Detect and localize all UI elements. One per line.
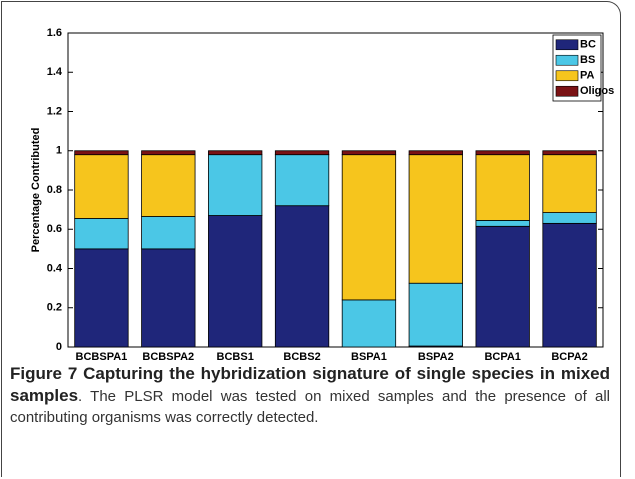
y-tick-label: 1 [56,145,62,157]
legend-swatch [555,70,579,82]
y-tick-label: 0.2 [47,302,62,314]
bar-segment [74,218,129,250]
y-axis-label: Percentage Contributed [30,128,42,253]
y-tick-label: 1.6 [47,27,62,39]
bar-segment [208,150,263,156]
bar-segment [341,154,397,301]
legend-swatch [555,39,579,51]
bar-segment [208,215,263,348]
bar-segment [74,150,129,156]
bar-segment [475,225,530,348]
bar-segment [341,150,397,156]
x-tick-label: BCBS1 [217,351,254,360]
x-tick-label: BCBSPA2 [142,351,194,360]
legend-label: BC [580,39,596,51]
y-tick-label: 1.4 [47,66,63,78]
bar-segment [74,154,129,219]
y-tick-label: 0.4 [47,262,63,274]
x-tick-label: BCPA1 [484,351,520,360]
legend-swatch [555,85,579,97]
y-tick-label: 1.2 [47,105,62,117]
x-tick-label: BSPA2 [418,351,454,360]
bar-segment [74,248,129,348]
y-tick-label: 0.8 [47,184,62,196]
bar-segment [475,150,530,156]
x-tick-label: BSPA1 [351,351,387,360]
bar-segment [475,154,530,221]
x-tick-label: BCPA2 [551,351,587,360]
bar-segment [542,154,597,213]
x-tick-label: BCBSPA1 [76,351,128,360]
chart: Percentage Contributed 0 0.2 0.4 0.6 0.8 1 1.2… [30,27,614,360]
bar-segment [208,154,263,216]
y-tick-label: 0 [56,341,62,353]
legend-label: PA [580,70,595,82]
caption-text: . The PLSR model was tested on mixed sam… [10,388,610,426]
caption-title: Figure 7 Capturing the hybridization sig… [10,364,610,405]
y-tick-label: 0.6 [47,223,62,235]
bar-segment [542,212,597,224]
bar-segment [141,154,196,217]
bar-segment [341,299,397,348]
legend-label: BS [580,54,595,66]
bar-segment [475,220,530,227]
caption: Figure 7 Capturing the hybridization sig… [10,363,610,428]
bar-segment [408,154,463,284]
bar-segment [542,150,597,156]
frame [1,1,621,477]
bar-segment [141,216,196,250]
x-tick-label: BCBS2 [283,351,320,360]
bar-segment [274,154,330,207]
legend-label: Oligos [580,85,614,97]
bar-segment [274,205,330,348]
bar-segment [141,248,196,348]
bar-segment [141,150,196,156]
bar-segment [408,150,463,156]
bar-segment [274,150,330,156]
bar-segment [408,282,463,347]
legend-swatch [555,54,579,66]
bar-segment [542,222,597,348]
